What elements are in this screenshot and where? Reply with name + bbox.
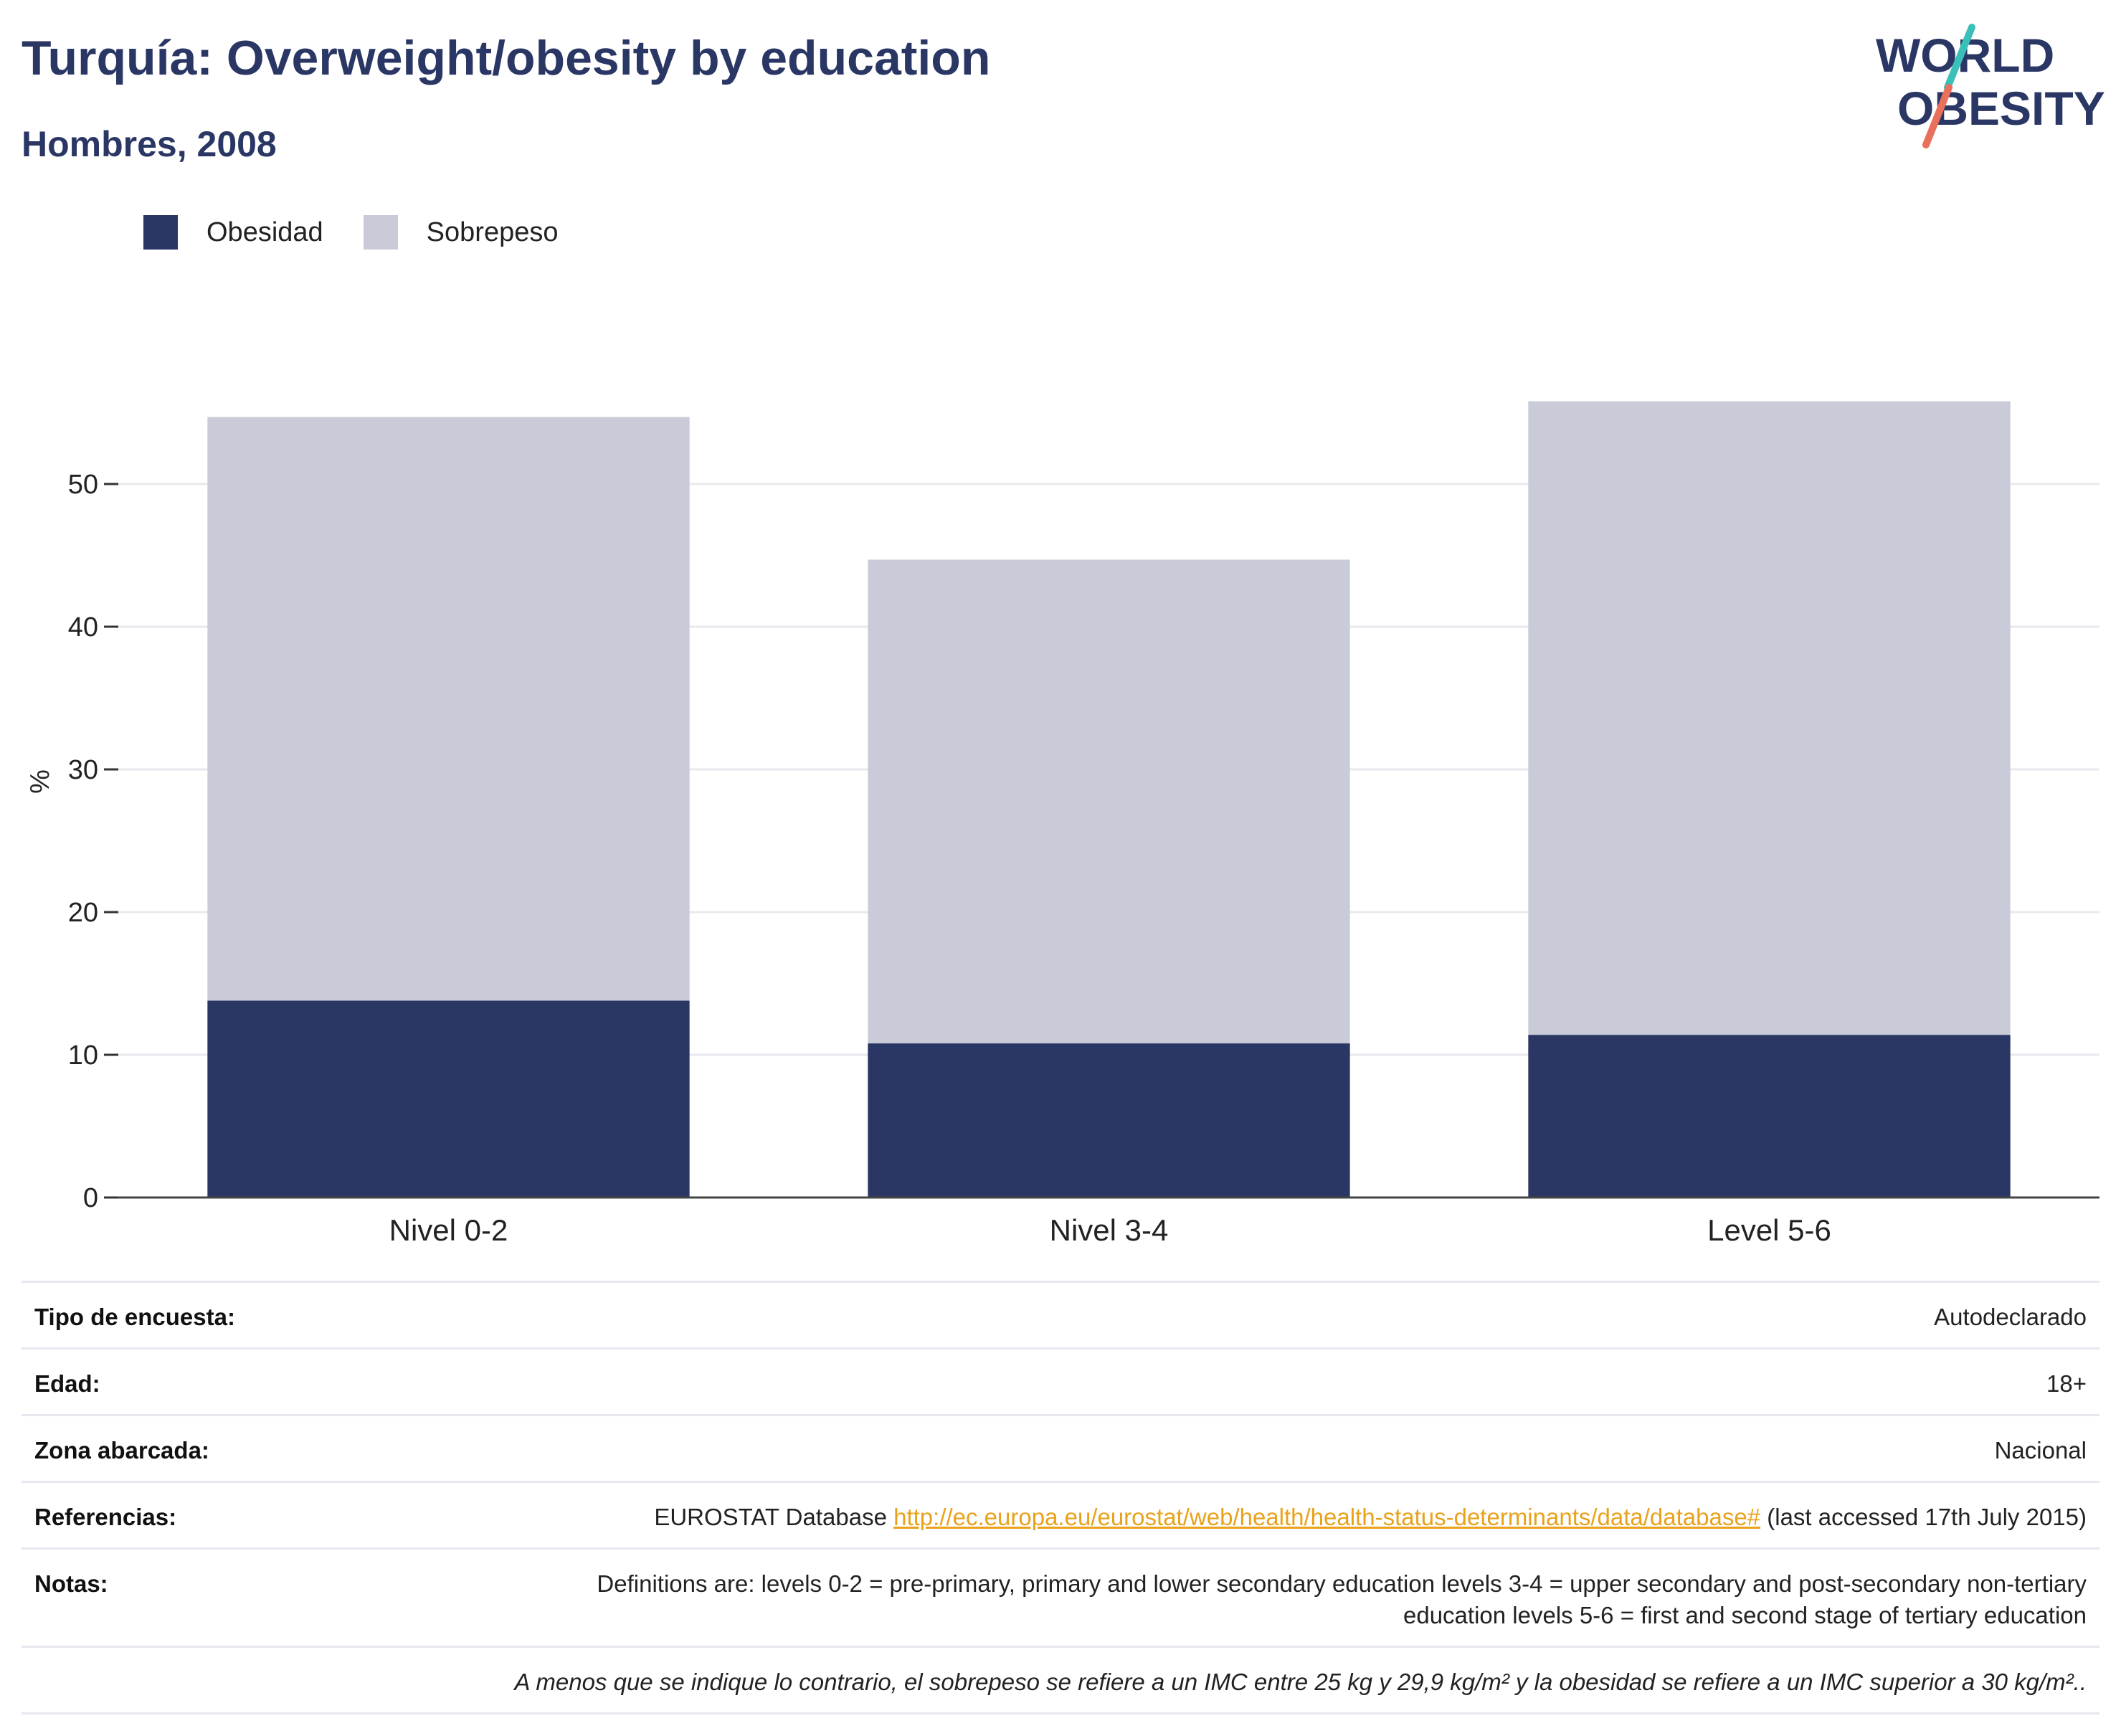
bar-sobrepeso-3[interactable] [1528, 401, 2011, 1035]
legend-item-obesidad[interactable]: Obesidad [143, 215, 323, 250]
metadata-table: Tipo de encuesta: Autodeclarado Edad: 18… [22, 1281, 2099, 1714]
meta-label-area: Zona abarcada: [34, 1437, 209, 1464]
legend-label-sobrepeso: Sobrepeso [426, 217, 559, 247]
legend-swatch-obesidad [143, 215, 178, 250]
meta-row-notes: Notas: Definitions are: levels 0-2 = pre… [22, 1547, 2099, 1646]
bar-obesidad-3[interactable] [1528, 1035, 2011, 1197]
y-axis-label: % [25, 769, 55, 794]
meta-value-references: EUROSTAT Database http://ec.europa.eu/eu… [654, 1502, 2087, 1533]
legend-item-sobrepeso[interactable]: Sobrepeso [363, 215, 559, 250]
y-tick-label: 0 [83, 1183, 98, 1213]
x-tick-label: Level 5-6 [1707, 1213, 1831, 1247]
legend-swatch-sobrepeso [363, 215, 398, 250]
bar-obesidad-2[interactable] [868, 1043, 1350, 1197]
meta-value-notes: Definitions are: levels 0-2 = pre-primar… [597, 1570, 2087, 1628]
reference-prefix: EUROSTAT Database [654, 1504, 894, 1530]
meta-label-notes: Notas: [34, 1570, 108, 1597]
meta-row-survey-type: Tipo de encuesta: Autodeclarado [22, 1281, 2099, 1347]
legend-label-obesidad: Obesidad [207, 217, 323, 247]
x-tick-label: Nivel 3-4 [1050, 1213, 1169, 1247]
chart-legend: Obesidad Sobrepeso [143, 214, 598, 251]
meta-label-survey-type: Tipo de encuesta: [34, 1304, 235, 1330]
world-obesity-logo: WORLD OBESITY [1876, 24, 2105, 148]
meta-row-references: Referencias: EUROSTAT Database http://ec… [22, 1481, 2099, 1547]
bar-chart: 0 10 20 30 40 50 Nivel 0-2 Nivel 3-4 Level 5-6 % [25, 401, 2099, 1247]
chart-title: Turquía: Overweight/obesity by education [22, 31, 991, 85]
meta-label-age: Edad: [34, 1370, 100, 1397]
bar-sobrepeso-2[interactable] [868, 559, 1350, 1044]
meta-row-area: Zona abarcada: Nacional [22, 1414, 2099, 1481]
y-tick-label: 40 [68, 612, 98, 642]
y-tick-label: 10 [68, 1040, 98, 1071]
meta-value-area: Nacional [1994, 1437, 2087, 1464]
axes: 0 10 20 30 40 50 Nivel 0-2 Nivel 3-4 Level 5-6 [68, 470, 2099, 1247]
meta-value-survey-type: Autodeclarado [1934, 1304, 2087, 1330]
reference-suffix: (last accessed 17th July 2015) [1760, 1504, 2087, 1530]
logo-slash-coral [1922, 84, 1952, 148]
bar-sobrepeso-1[interactable] [207, 417, 690, 1001]
x-tick-label: Nivel 0-2 [389, 1213, 508, 1247]
reference-link[interactable]: http://ec.europa.eu/eurostat/web/health/… [893, 1504, 1761, 1530]
logo-slash-teal [1944, 24, 1975, 91]
meta-value-age: 18+ [2046, 1370, 2087, 1397]
y-tick-label: 50 [68, 470, 98, 500]
meta-row-age: Edad: 18+ [22, 1347, 2099, 1414]
bar-obesidad-1[interactable] [207, 1000, 690, 1197]
meta-row-footnote: A menos que se indique lo contrario, el … [22, 1646, 2099, 1714]
bars [207, 401, 2011, 1197]
y-tick-label: 20 [68, 898, 98, 928]
meta-label-references: Referencias: [34, 1504, 177, 1530]
meta-footnote: A menos que se indique lo contrario, el … [514, 1669, 2087, 1695]
chart-subtitle: Hombres, 2008 [22, 124, 277, 164]
y-tick-label: 30 [68, 755, 98, 785]
